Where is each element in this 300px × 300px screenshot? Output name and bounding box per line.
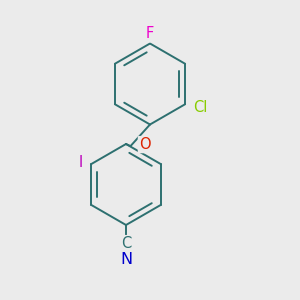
Text: O: O (139, 137, 151, 152)
Text: C: C (121, 236, 131, 251)
Text: I: I (78, 155, 82, 170)
Text: F: F (146, 26, 154, 41)
Text: N: N (120, 252, 132, 267)
Text: Cl: Cl (194, 100, 208, 115)
